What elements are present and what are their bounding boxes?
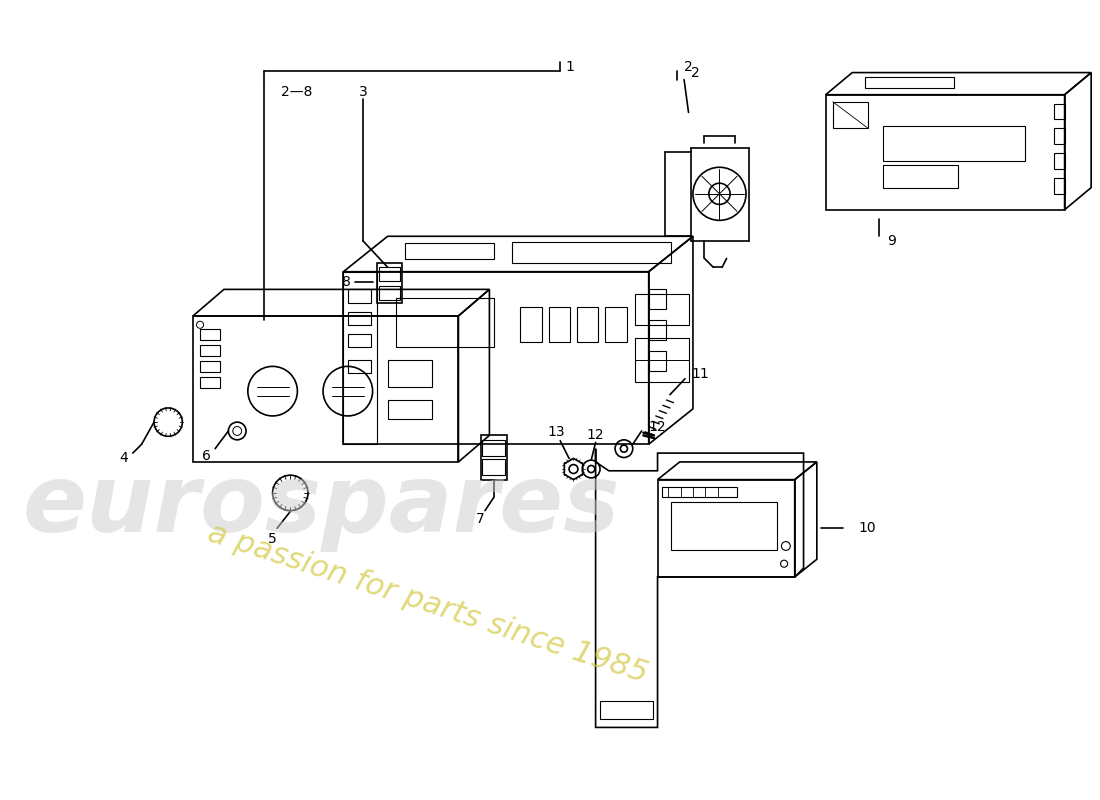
Bar	[348, 334, 371, 347]
Text: 2—8: 2—8	[280, 85, 312, 99]
Bar	[883, 166, 958, 188]
Bar	[348, 360, 371, 374]
Bar	[378, 267, 400, 282]
Text: 13: 13	[547, 425, 564, 439]
Bar	[1054, 178, 1065, 194]
Bar	[200, 377, 220, 388]
Text: 2: 2	[691, 66, 700, 79]
Bar	[348, 311, 371, 325]
Bar	[671, 502, 777, 550]
Text: eurospares: eurospares	[22, 460, 620, 552]
Bar	[482, 459, 505, 475]
Bar	[520, 307, 541, 342]
Bar	[192, 316, 459, 462]
Bar	[636, 338, 689, 382]
Text: 1: 1	[565, 60, 574, 74]
Bar	[1054, 128, 1065, 144]
Text: 12: 12	[649, 419, 667, 434]
Bar	[200, 345, 220, 356]
Bar	[343, 272, 377, 444]
Text: 10: 10	[858, 522, 876, 535]
Text: 6: 6	[201, 449, 211, 462]
Bar	[1054, 153, 1065, 169]
Bar	[343, 272, 649, 444]
Text: 12: 12	[586, 428, 604, 442]
Bar	[605, 307, 627, 342]
Bar	[387, 400, 432, 419]
Bar	[377, 263, 402, 302]
Bar	[396, 298, 494, 347]
Bar	[649, 351, 667, 370]
Bar	[826, 94, 1065, 210]
Bar	[649, 320, 667, 340]
Text: 8: 8	[342, 275, 351, 290]
Bar	[1054, 103, 1065, 119]
Text: a passion for parts since 1985: a passion for parts since 1985	[204, 518, 651, 689]
Bar	[578, 307, 598, 342]
Text: 4: 4	[120, 450, 129, 465]
Bar	[200, 361, 220, 372]
Bar	[405, 243, 494, 259]
Bar	[378, 286, 400, 300]
Bar	[636, 294, 689, 325]
Bar	[600, 701, 653, 718]
Bar	[649, 290, 667, 309]
Bar	[348, 290, 371, 302]
Text: 3: 3	[359, 85, 367, 99]
Text: 5: 5	[268, 532, 277, 546]
Text: 9: 9	[888, 234, 896, 248]
Bar	[549, 307, 570, 342]
Bar	[481, 435, 507, 480]
Text: 2: 2	[684, 60, 693, 74]
Text: 7: 7	[476, 513, 485, 526]
Bar	[658, 480, 794, 577]
Bar	[866, 77, 954, 88]
Text: 11: 11	[691, 367, 708, 382]
Bar	[512, 242, 671, 263]
Bar	[662, 486, 737, 498]
Bar	[883, 126, 1025, 161]
Bar	[833, 102, 868, 128]
Bar	[200, 330, 220, 340]
Bar	[387, 360, 432, 386]
Bar	[482, 440, 505, 456]
